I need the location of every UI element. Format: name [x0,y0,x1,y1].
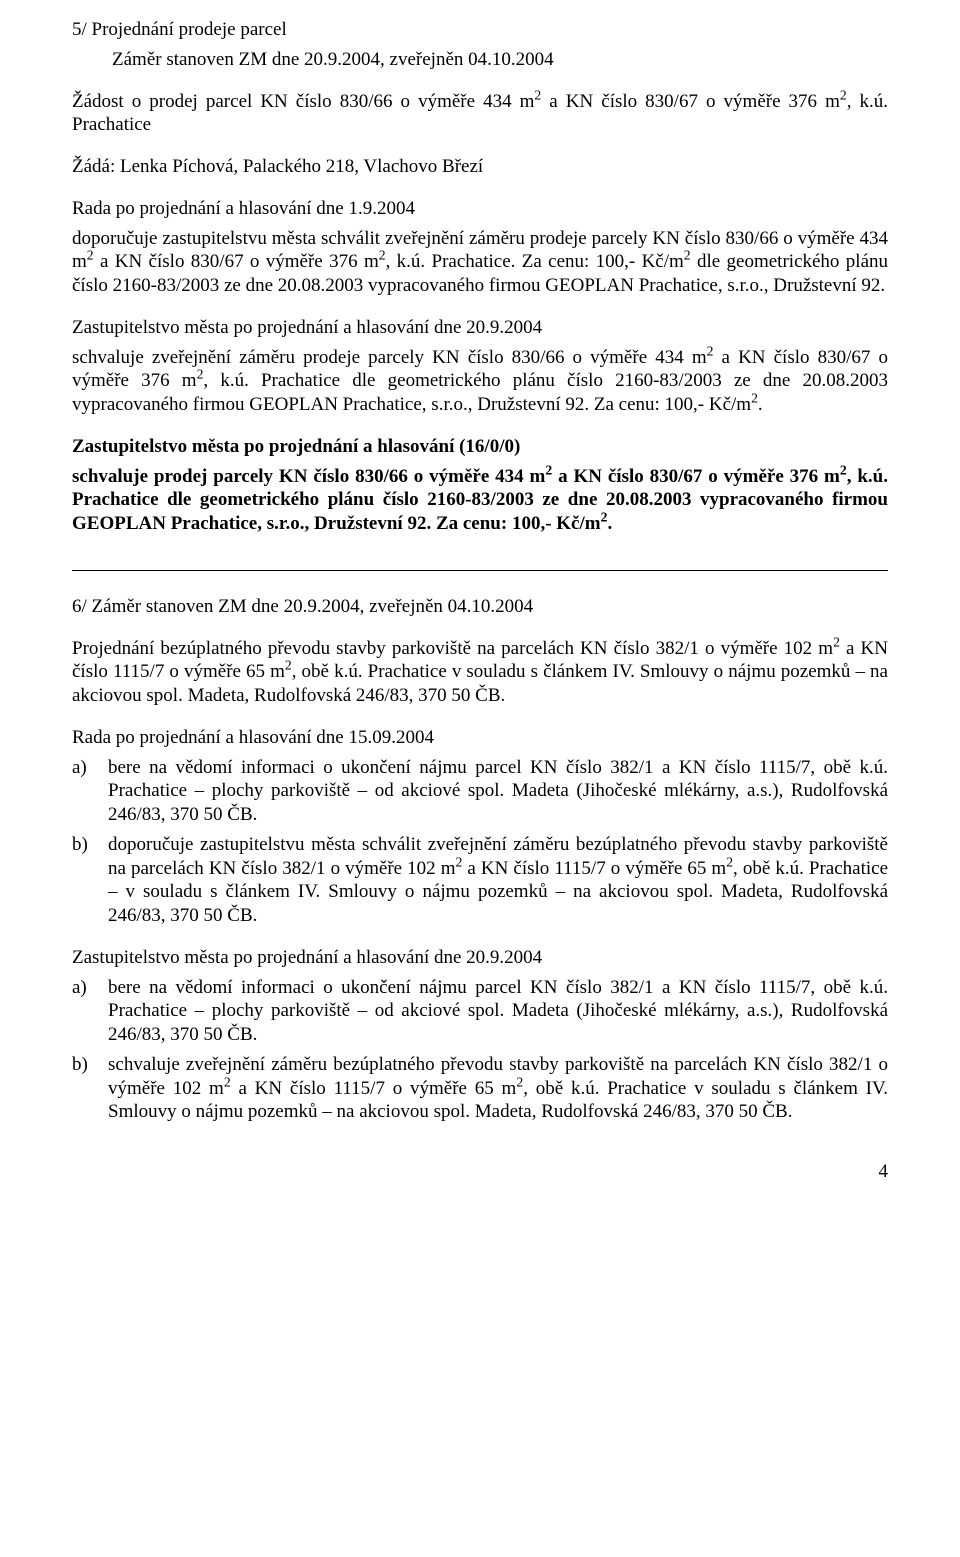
list-body-a2: bere na vědomí informaci o ukončení nájm… [108,976,888,1047]
sec5-p4: doporučuje zastupitelstvu města schválit… [72,227,888,298]
page-number: 4 [72,1160,888,1184]
sup: 2 [840,462,847,477]
sec5-p7: Zastupitelstvo města po projednání a hla… [72,435,888,459]
sup: 2 [87,248,94,263]
sec5-p1a: Žádost o prodej parcel KN číslo 830/66 o… [72,91,534,112]
sup: 2 [840,87,847,102]
sec5-p8d: . [607,513,612,534]
sec6-b-b: a KN číslo 1115/7 o výměře 65 m [462,858,726,879]
list-marker-a: a) [72,756,108,780]
sup: 2 [684,248,691,263]
sec5-p8b: a KN číslo 830/67 o výměře 376 m [552,466,840,487]
sec5-p1b: a KN číslo 830/67 o výměře 376 m [541,91,840,112]
sec6-list-b2: b) schvaluje zveřejnění záměru bezúplatn… [72,1053,888,1124]
sec6-b2-b: a KN číslo 1115/7 o výměře 65 m [231,1078,517,1099]
sec6-list-a: a) bere na vědomí informaci o ukončení n… [72,756,888,827]
list-body-a: bere na vědomí informaci o ukončení nájm… [108,756,888,827]
sec6-p3: Zastupitelstvo města po projednání a hla… [72,946,888,970]
list-marker-b: b) [72,833,108,857]
list-body-b2: schvaluje zveřejnění záměru bezúplatného… [108,1053,888,1124]
sup: 2 [285,658,292,673]
sec6-p1: Projednání bezúplatného převodu stavby p… [72,637,888,708]
sec5-p6: schvaluje zveřejnění záměru prodeje parc… [72,346,888,417]
sec5-p6d: . [758,394,763,415]
sec5-p2: Žádá: Lenka Píchová, Palackého 218, Vlac… [72,155,888,179]
sec6-list-a2: a) bere na vědomí informaci o ukončení n… [72,976,888,1047]
sup: 2 [833,634,840,649]
sup: 2 [726,854,733,869]
sec5-p8a: schvaluje prodej parcely KN číslo 830/66… [72,466,545,487]
divider [72,570,888,571]
list-body-b: doporučuje zastupitelstvu města schválit… [108,833,888,928]
sec5-p6a: schvaluje zveřejnění záměru prodeje parc… [72,347,707,368]
sec5-p1: Žádost o prodej parcel KN číslo 830/66 o… [72,90,888,138]
sec6-heading: 6/ Záměr stanoven ZM dne 20.9.2004, zveř… [72,595,888,619]
sec5-p4b: a KN číslo 830/67 o výměře 376 m [94,251,379,272]
sup: 2 [379,248,386,263]
sec6-p2: Rada po projednání a hlasování dne 15.09… [72,726,888,750]
sec5-p4c: , k.ú. Prachatice. Za cenu: 100,- Kč/m [386,251,684,272]
sec6-list-b: b) doporučuje zastupitelstvu města schvá… [72,833,888,928]
sup: 2 [224,1074,231,1089]
sec5-p8: schvaluje prodej parcely KN číslo 830/66… [72,465,888,536]
sec6-p1a: Projednání bezúplatného převodu stavby p… [72,638,833,659]
list-marker-a2: a) [72,976,108,1000]
sec5-p3: Rada po projednání a hlasování dne 1.9.2… [72,197,888,221]
sec5-p5: Zastupitelstvo města po projednání a hla… [72,316,888,340]
list-marker-b2: b) [72,1053,108,1077]
sup: 2 [751,391,758,406]
sec5-heading: 5/ Projednání prodeje parcel [72,18,888,42]
sec5-sub: Záměr stanoven ZM dne 20.9.2004, zveřejn… [72,48,888,72]
